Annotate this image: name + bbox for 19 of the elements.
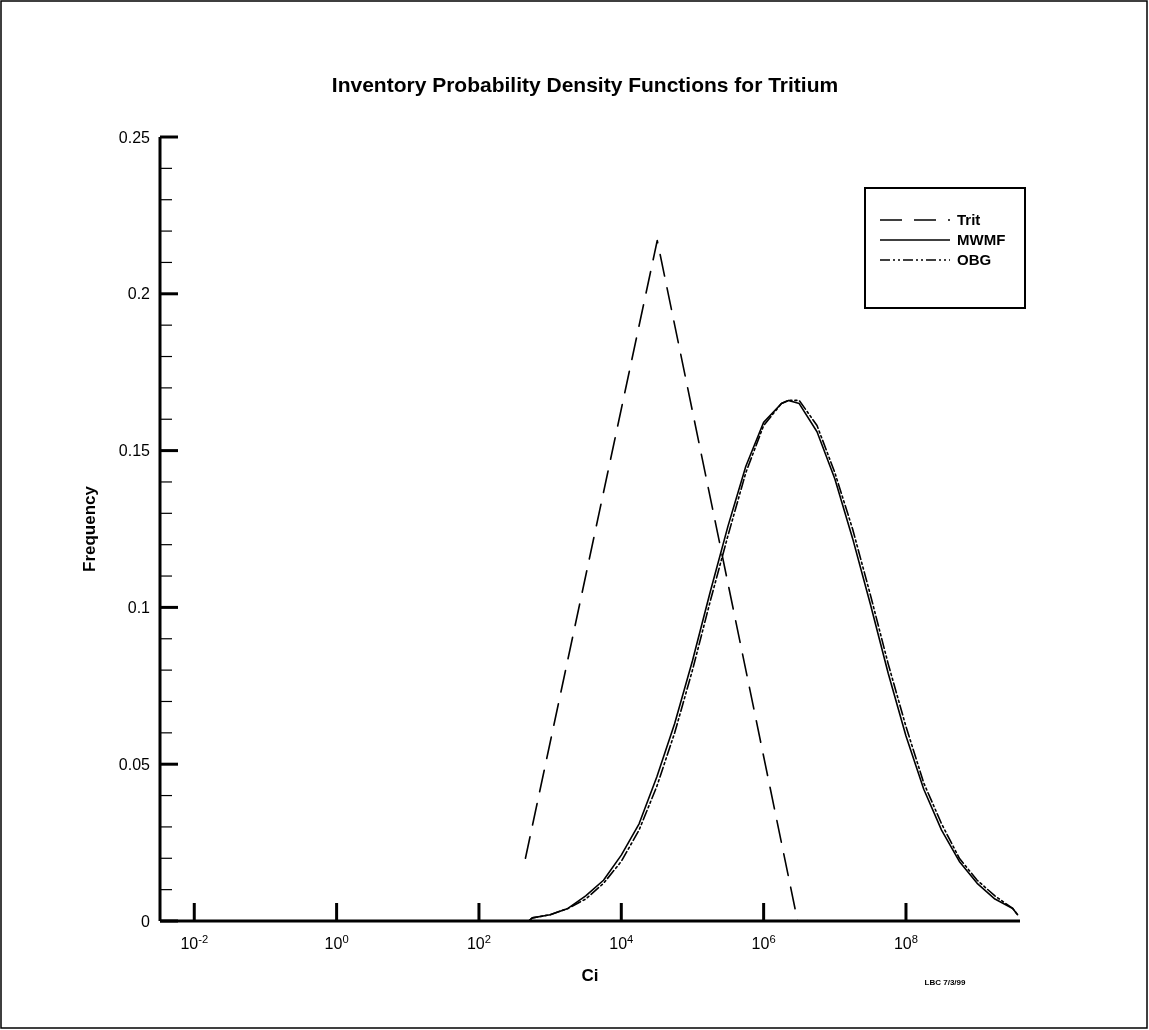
legend-label: MWMF	[957, 231, 1006, 249]
x-tick-label: 10$^{6}$	[751, 933, 776, 952]
y-tick-label: 0.25	[118, 128, 151, 146]
y-tick-label: 0.15	[118, 442, 151, 460]
x-axis-title: Ci	[581, 966, 599, 985]
y-tick-label: 0	[141, 912, 151, 930]
text: LBC 7/3/99	[924, 978, 966, 987]
y-axis-title: Frequency	[80, 485, 99, 572]
x-tick-label: 10$^{8}$	[893, 933, 918, 952]
y-tick-label: 0.05	[118, 755, 151, 773]
legend-label: OBG	[957, 251, 992, 269]
y-tick-label: 0.2	[127, 285, 151, 303]
legend-label: Trit	[957, 211, 981, 229]
x-tick-label: 10$^{4}$	[609, 933, 634, 952]
y-tick-label: 0.1	[127, 599, 151, 616]
x-tick-label: 10$^{-2}$	[180, 933, 209, 952]
x-tick-label: 10$^{2}$	[466, 933, 491, 952]
x-tick-label: 10$^{0}$	[324, 933, 349, 952]
chart-title: Inventory Probability Density Functions for Tritium	[331, 73, 839, 96]
